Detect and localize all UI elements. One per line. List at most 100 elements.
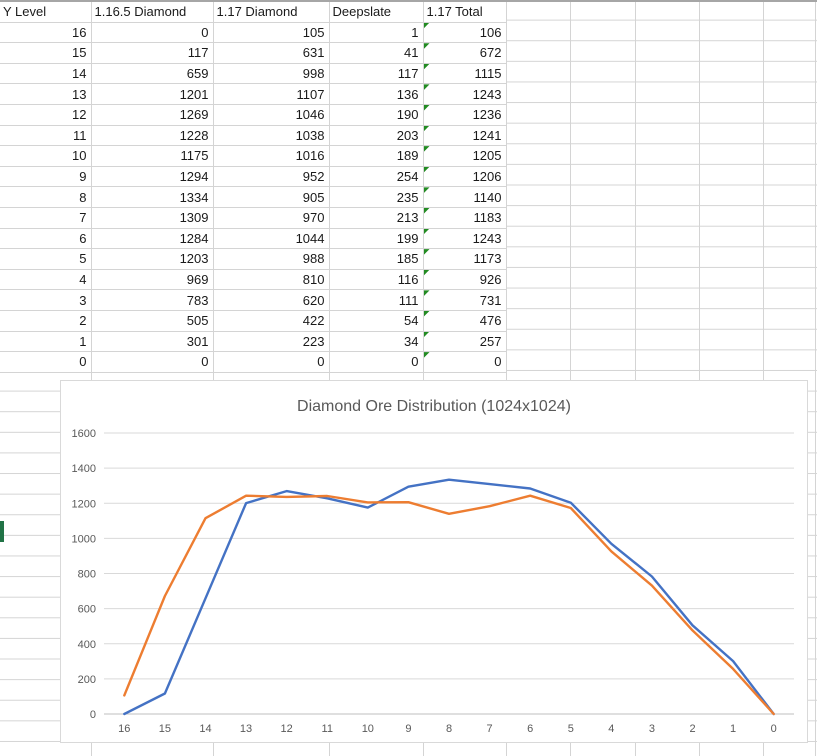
value-cell[interactable]: 1115	[423, 63, 507, 85]
y-level-cell[interactable]: 10	[0, 145, 92, 167]
value-cell[interactable]: 185	[329, 248, 424, 270]
value-cell[interactable]: 1236	[423, 104, 507, 126]
value-cell[interactable]: 1201	[91, 83, 214, 105]
ore-data-table[interactable]: Y Level 1.16.5 Diamond 1.17 Diamond Deepsla…	[0, 2, 507, 373]
value-cell[interactable]: 422	[213, 310, 330, 332]
value-cell[interactable]: 189	[329, 145, 424, 167]
column-header[interactable]: 1.16.5 Diamond	[91, 2, 214, 23]
column-header[interactable]: 1.17 Total	[423, 2, 507, 23]
value-cell[interactable]: 235	[329, 186, 424, 208]
value-cell[interactable]: 1309	[91, 207, 214, 229]
column-gridline	[213, 0, 214, 756]
value-cell[interactable]: 116	[329, 269, 424, 291]
value-cell[interactable]: 203	[329, 125, 424, 147]
value-cell[interactable]: 672	[423, 42, 507, 64]
value-cell[interactable]: 301	[91, 331, 214, 353]
x-tick-label: 2	[689, 723, 695, 735]
value-cell[interactable]: 254	[329, 166, 424, 188]
chart[interactable]: Diamond Ore Distribution (1024x1024) 0 20…	[60, 380, 808, 743]
y-level-cell[interactable]: 4	[0, 269, 92, 291]
value-cell[interactable]: 783	[91, 289, 214, 311]
value-cell[interactable]: 1228	[91, 125, 214, 147]
value-cell[interactable]: 1205	[423, 145, 507, 167]
value-cell[interactable]: 1243	[423, 83, 507, 105]
column-gridline	[815, 0, 816, 756]
value-cell[interactable]: 111	[329, 289, 424, 311]
value-cell[interactable]: 136	[329, 83, 424, 105]
value-cell[interactable]: 1294	[91, 166, 214, 188]
value-cell[interactable]: 952	[213, 166, 330, 188]
column-header[interactable]: Deepslate	[329, 2, 424, 23]
y-level-cell[interactable]: 5	[0, 248, 92, 270]
value-cell[interactable]: 117	[329, 63, 424, 85]
column-gridline	[423, 0, 424, 756]
value-cell[interactable]: 117	[91, 42, 214, 64]
y-level-cell[interactable]: 8	[0, 186, 92, 208]
y-level-cell[interactable]: 2	[0, 310, 92, 332]
value-cell[interactable]: 1044	[213, 228, 330, 250]
value-cell[interactable]: 810	[213, 269, 330, 291]
value-cell[interactable]: 34	[329, 331, 424, 353]
value-cell[interactable]: 970	[213, 207, 330, 229]
value-cell[interactable]: 969	[91, 269, 214, 291]
value-cell[interactable]: 199	[329, 228, 424, 250]
value-cell[interactable]: 1269	[91, 104, 214, 126]
value-cell[interactable]: 105	[213, 22, 330, 44]
value-cell[interactable]: 1334	[91, 186, 214, 208]
value-cell[interactable]: 1175	[91, 145, 214, 167]
value-cell[interactable]: 257	[423, 331, 507, 353]
value-cell[interactable]: 0	[423, 351, 507, 373]
value-cell[interactable]: 926	[423, 269, 507, 291]
value-cell[interactable]: 1203	[91, 248, 214, 270]
value-cell[interactable]: 1241	[423, 125, 507, 147]
y-tick-label: 400	[78, 639, 96, 651]
value-cell[interactable]: 1206	[423, 166, 507, 188]
value-cell[interactable]: 659	[91, 63, 214, 85]
value-cell[interactable]: 54	[329, 310, 424, 332]
y-level-cell[interactable]: 13	[0, 83, 92, 105]
value-cell[interactable]: 190	[329, 104, 424, 126]
value-cell[interactable]: 988	[213, 248, 330, 270]
column-header[interactable]: Y Level	[0, 2, 92, 23]
value-cell[interactable]: 41	[329, 42, 424, 64]
value-cell[interactable]: 106	[423, 22, 507, 44]
y-level-cell[interactable]: 7	[0, 207, 92, 229]
value-cell[interactable]: 1107	[213, 83, 330, 105]
value-cell[interactable]: 1173	[423, 248, 507, 270]
y-level-cell[interactable]: 9	[0, 166, 92, 188]
y-level-cell[interactable]: 15	[0, 42, 92, 64]
value-cell[interactable]: 1016	[213, 145, 330, 167]
value-cell[interactable]: 905	[213, 186, 330, 208]
table-row: 13 1201 1107 136 1243	[0, 83, 507, 105]
value-cell[interactable]: 1284	[91, 228, 214, 250]
value-cell[interactable]: 0	[329, 351, 424, 373]
value-cell[interactable]: 223	[213, 331, 330, 353]
value-cell[interactable]: 620	[213, 289, 330, 311]
value-cell[interactable]: 1	[329, 22, 424, 44]
value-cell[interactable]: 1046	[213, 104, 330, 126]
series-line-1-17-total[interactable]	[123, 494, 775, 716]
y-level-cell[interactable]: 12	[0, 104, 92, 126]
value-cell[interactable]: 505	[91, 310, 214, 332]
value-cell[interactable]: 0	[213, 351, 330, 373]
value-cell[interactable]: 213	[329, 207, 424, 229]
value-cell[interactable]: 631	[213, 42, 330, 64]
series-line-1-16-5-diamond[interactable]	[123, 478, 775, 716]
column-header[interactable]: 1.17 Diamond	[213, 2, 330, 23]
y-level-cell[interactable]: 11	[0, 125, 92, 147]
value-cell[interactable]: 1038	[213, 125, 330, 147]
y-level-cell[interactable]: 0	[0, 351, 92, 373]
value-cell[interactable]: 1243	[423, 228, 507, 250]
value-cell[interactable]: 1140	[423, 186, 507, 208]
value-cell[interactable]: 998	[213, 63, 330, 85]
y-level-cell[interactable]: 16	[0, 22, 92, 44]
value-cell[interactable]: 476	[423, 310, 507, 332]
value-cell[interactable]: 731	[423, 289, 507, 311]
value-cell[interactable]: 1183	[423, 207, 507, 229]
value-cell[interactable]: 0	[91, 22, 214, 44]
value-cell[interactable]: 0	[91, 351, 214, 373]
y-level-cell[interactable]: 6	[0, 228, 92, 250]
y-level-cell[interactable]: 14	[0, 63, 92, 85]
y-level-cell[interactable]: 3	[0, 289, 92, 311]
y-level-cell[interactable]: 1	[0, 331, 92, 353]
